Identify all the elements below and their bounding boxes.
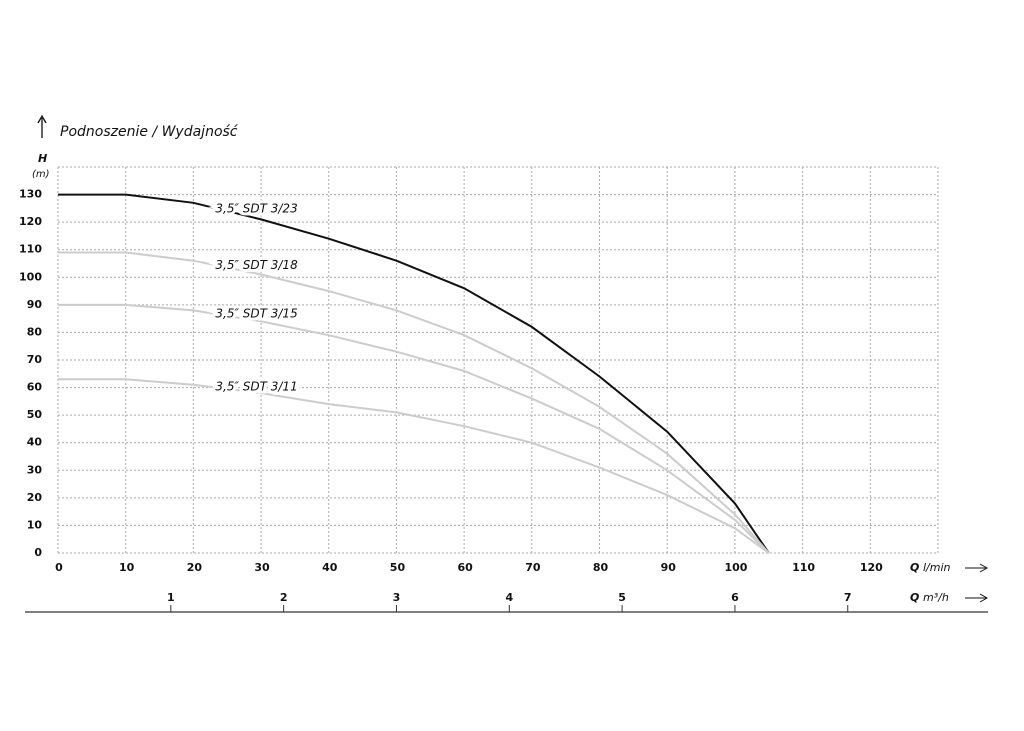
y-tick-label: 90 (27, 298, 43, 311)
x2-arrow (965, 593, 989, 603)
y-tick-label: 20 (27, 491, 43, 504)
y-tick-label: 100 (19, 270, 42, 283)
y-tick-label: 120 (19, 215, 42, 228)
y-axis-unit: (m) (32, 169, 50, 180)
x-tick-label: 100 (724, 561, 747, 574)
curve (58, 303, 770, 554)
x-tick-label: 50 (390, 561, 406, 574)
x2-tick-label: 7 (844, 591, 852, 604)
x-tick-label: 10 (119, 561, 135, 574)
x-tick-label: 0 (55, 561, 63, 574)
y-tick-label: 0 (34, 546, 42, 559)
y-tick-label: 110 (19, 243, 42, 256)
curve (58, 378, 770, 554)
x2-tick-label: 4 (505, 591, 513, 604)
x-tick-label: 110 (792, 561, 815, 574)
x2-tick-label: 2 (280, 591, 288, 604)
y-tick-label: 80 (27, 325, 43, 338)
y-tick-label: 30 (27, 463, 43, 476)
y-tick-label: 10 (27, 518, 43, 531)
x-arrow (965, 563, 989, 573)
x-tick-label: 30 (254, 561, 270, 574)
x-tick-label: 60 (457, 561, 473, 574)
x2-axis-unit: m³/h (923, 591, 949, 604)
x2-tick-label: 1 (167, 591, 175, 604)
series-label: 3,5″ SDT 3/18 (215, 258, 298, 272)
x-axis-symbol: Q (910, 561, 919, 574)
x-tick-label: 90 (661, 561, 677, 574)
curve (58, 193, 770, 554)
y-arrow (37, 114, 47, 138)
y-tick-label: 40 (27, 436, 43, 449)
x-tick-label: 70 (525, 561, 541, 574)
x2-axis-symbol: Q (910, 591, 919, 604)
series-label: 3,5″ SDT 3/11 (215, 379, 297, 393)
y-tick-label: 130 (19, 188, 42, 201)
series-label: 3,5″ SDT 3/15 (215, 306, 297, 320)
y-tick-label: 70 (27, 353, 43, 366)
x-tick-label: 80 (593, 561, 609, 574)
x2-tick-label: 3 (393, 591, 401, 604)
x-axis-unit: l/min (923, 561, 951, 574)
x2-tick-label: 6 (731, 591, 739, 604)
y-tick-label: 50 (27, 408, 43, 421)
series-label: 3,5″ SDT 3/23 (215, 202, 297, 216)
curve (58, 251, 770, 554)
chart-title: Podnoszenie / Wydajność (60, 124, 239, 140)
x-tick-label: 120 (860, 561, 883, 574)
x2-tick-label: 5 (618, 591, 626, 604)
y-axis-symbol: H (38, 152, 47, 165)
x-tick-label: 20 (187, 561, 203, 574)
x-tick-label: 40 (322, 561, 338, 574)
y-tick-label: 60 (27, 381, 43, 394)
